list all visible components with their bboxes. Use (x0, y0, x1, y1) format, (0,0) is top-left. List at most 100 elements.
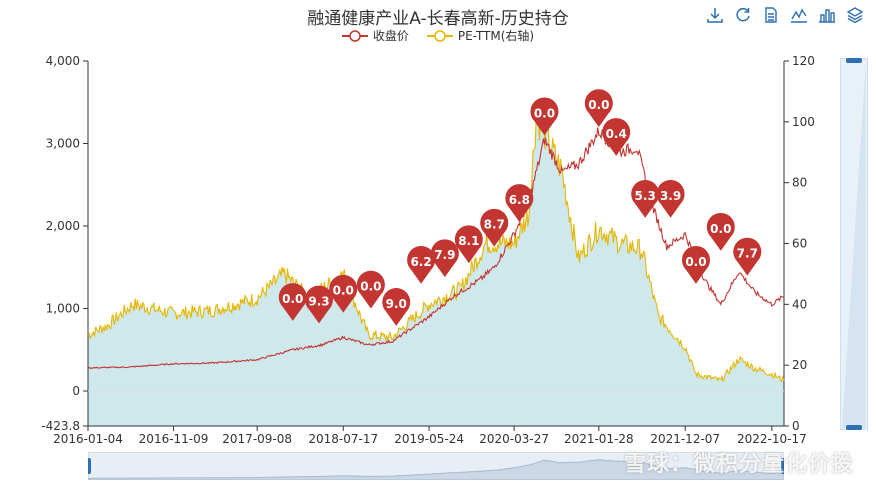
marker-pin (382, 288, 411, 326)
marker-label: 8.7 (484, 218, 505, 232)
toolbar (706, 6, 864, 24)
marker-pin (329, 274, 358, 313)
holding-marker[interactable]: 8.1 (454, 225, 483, 264)
holding-marker[interactable]: 0.0 (681, 245, 710, 284)
y-tick-label-left: 3,000 (46, 137, 80, 151)
data-view-icon[interactable] (762, 6, 780, 24)
marker-label: 7.9 (434, 248, 455, 262)
marker-label: 0.0 (282, 292, 303, 306)
holding-marker[interactable]: 6.8 (505, 184, 534, 222)
marker-label: 7.7 (737, 247, 758, 261)
marker-pin (530, 97, 559, 136)
x-tick-label: 2021-01-28 (564, 432, 634, 446)
holding-marker[interactable]: 0.0 (584, 89, 613, 128)
marker-pin (356, 270, 385, 309)
legend-label-pe: PE-TTM(右轴) (457, 29, 535, 43)
legend-label-close: 收盘价 (372, 29, 409, 43)
holding-marker[interactable]: 6.2 (407, 245, 436, 284)
y-tick-label-right: 80 (792, 176, 807, 190)
legend-line-icon (426, 29, 453, 42)
marker-label: 9.3 (308, 294, 329, 308)
x-tick-label: 2020-03-27 (479, 432, 549, 446)
marker-pin (584, 89, 613, 128)
marker-label: 0.0 (710, 222, 731, 236)
legend-item-close[interactable]: 收盘价 (341, 27, 409, 44)
marker-label: 3.9 (660, 189, 681, 203)
marker-label: 0.0 (333, 284, 354, 298)
holding-marker[interactable]: 0.4 (602, 118, 631, 156)
y-tick-label-right: 120 (792, 54, 815, 68)
x-tick-label: 2019-05-24 (394, 432, 464, 446)
vertical-zoom-slider[interactable] (840, 58, 868, 430)
vzoom-handle-bottom[interactable] (846, 425, 862, 430)
marker-label: 0.0 (360, 280, 381, 294)
holding-marker[interactable]: 0.0 (329, 274, 358, 313)
holding-marker[interactable]: 5.3 (631, 179, 660, 218)
holding-marker[interactable]: 7.9 (430, 239, 459, 278)
y-tick-label-left: 4,000 (46, 54, 80, 68)
marker-label: 0.4 (606, 127, 627, 141)
watermark: 雪球：微积分量化价投 (623, 452, 854, 477)
timeline-zoom-slider[interactable] (88, 452, 784, 480)
marker-pin (480, 208, 509, 247)
marker-pin (631, 179, 660, 218)
marker-pin (407, 245, 436, 284)
stack-icon[interactable] (846, 6, 864, 24)
chart-title: 融通健康产业A-长春高新-历史持仓 (307, 9, 569, 29)
y-tick-label-right: 100 (792, 115, 815, 129)
legend-line-icon (341, 29, 368, 42)
marker-pin (656, 179, 685, 218)
y-tick-label-left: 0 (72, 384, 80, 398)
marker-pin (278, 283, 307, 321)
marker-pin (706, 212, 735, 251)
marker-label: 6.2 (410, 255, 431, 269)
marker-label: 6.8 (509, 193, 530, 207)
marker-pin (733, 237, 762, 276)
x-tick-label: 2021-12-07 (650, 432, 720, 446)
y-tick-label-right: 0 (792, 419, 800, 433)
x-tick-label: 2018-07-17 (308, 432, 378, 446)
x-tick-label: 2022-10-17 (737, 432, 807, 446)
holding-marker[interactable]: 9.3 (304, 285, 333, 324)
marker-label: 0.0 (685, 255, 706, 269)
marker-pin (505, 184, 534, 222)
y-tick-label-left: -423.8 (41, 419, 80, 433)
legend-item-pe[interactable]: PE-TTM(右轴) (426, 27, 535, 44)
holding-marker[interactable]: 9.0 (382, 288, 411, 326)
holding-marker[interactable]: 0.0 (356, 270, 385, 309)
marker-pin (454, 225, 483, 264)
holding-marker[interactable]: 3.9 (656, 179, 685, 218)
vzoom-handle-top[interactable] (846, 58, 862, 63)
download-icon[interactable] (706, 6, 724, 24)
marker-label: 0.0 (588, 98, 609, 112)
legend: 收盘价 PE-TTM(右轴) (0, 27, 876, 44)
marker-label: 8.1 (458, 234, 479, 248)
zoom-handle-right[interactable] (781, 458, 784, 474)
y-tick-label-right: 60 (792, 237, 807, 251)
x-tick-label: 2017-09-08 (222, 432, 292, 446)
x-tick-label: 2016-01-04 (53, 432, 123, 446)
pe-area (88, 114, 784, 427)
y-tick-label-right: 20 (792, 358, 807, 372)
series-line-pe (87, 114, 785, 383)
holding-marker[interactable]: 0.0 (278, 283, 307, 321)
marker-pin (602, 118, 631, 156)
refresh-icon[interactable] (734, 6, 752, 24)
holding-marker[interactable]: 0.0 (530, 97, 559, 136)
x-tick-label: 2016-11-09 (139, 432, 209, 446)
zoom-handle-left[interactable] (88, 458, 91, 474)
y-tick-label-right: 40 (792, 297, 807, 311)
marker-pin (430, 239, 459, 278)
marker-label: 9.0 (386, 297, 407, 311)
marker-pin (681, 245, 710, 284)
bar-chart-icon[interactable] (818, 6, 836, 24)
y-tick-label-left: 2,000 (46, 219, 80, 233)
holding-marker[interactable]: 7.7 (733, 237, 762, 276)
marker-pin (304, 285, 333, 324)
marker-label: 0.0 (534, 106, 555, 120)
line-chart-icon[interactable] (790, 6, 808, 24)
y-tick-label-left: 1,000 (46, 302, 80, 316)
holding-marker[interactable]: 8.7 (480, 208, 509, 247)
holding-marker[interactable]: 0.0 (706, 212, 735, 251)
